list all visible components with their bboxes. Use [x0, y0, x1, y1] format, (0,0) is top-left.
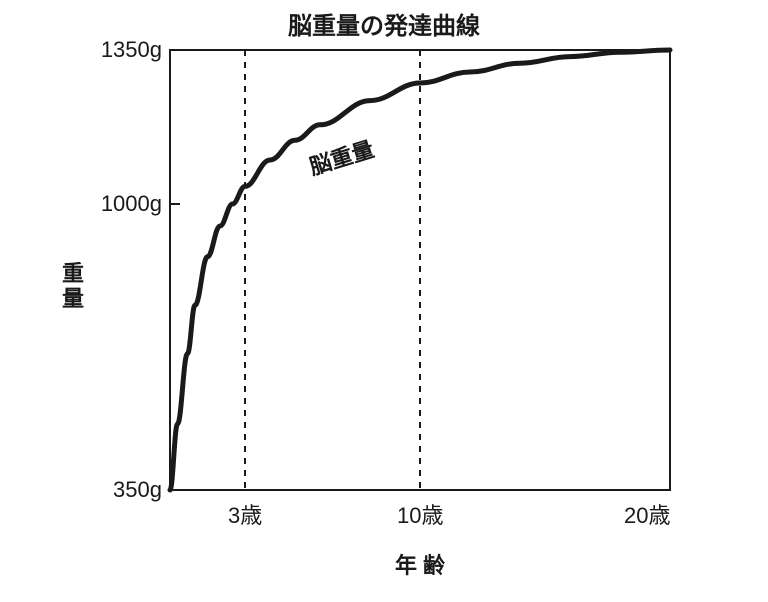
x-tick-label: 3歳 [228, 498, 262, 530]
x-tick-label: 10歳 [397, 498, 443, 530]
y-tick-label: 1350g [101, 37, 162, 63]
y-tick-label: 350g [113, 477, 162, 503]
chart-container: 脳重量の発達曲線 重量 年 齢 脳重量 350g1000g1350g3歳10歳2… [0, 0, 768, 602]
x-tick-label: 20歳 [624, 498, 670, 530]
y-tick-label: 1000g [101, 191, 162, 217]
